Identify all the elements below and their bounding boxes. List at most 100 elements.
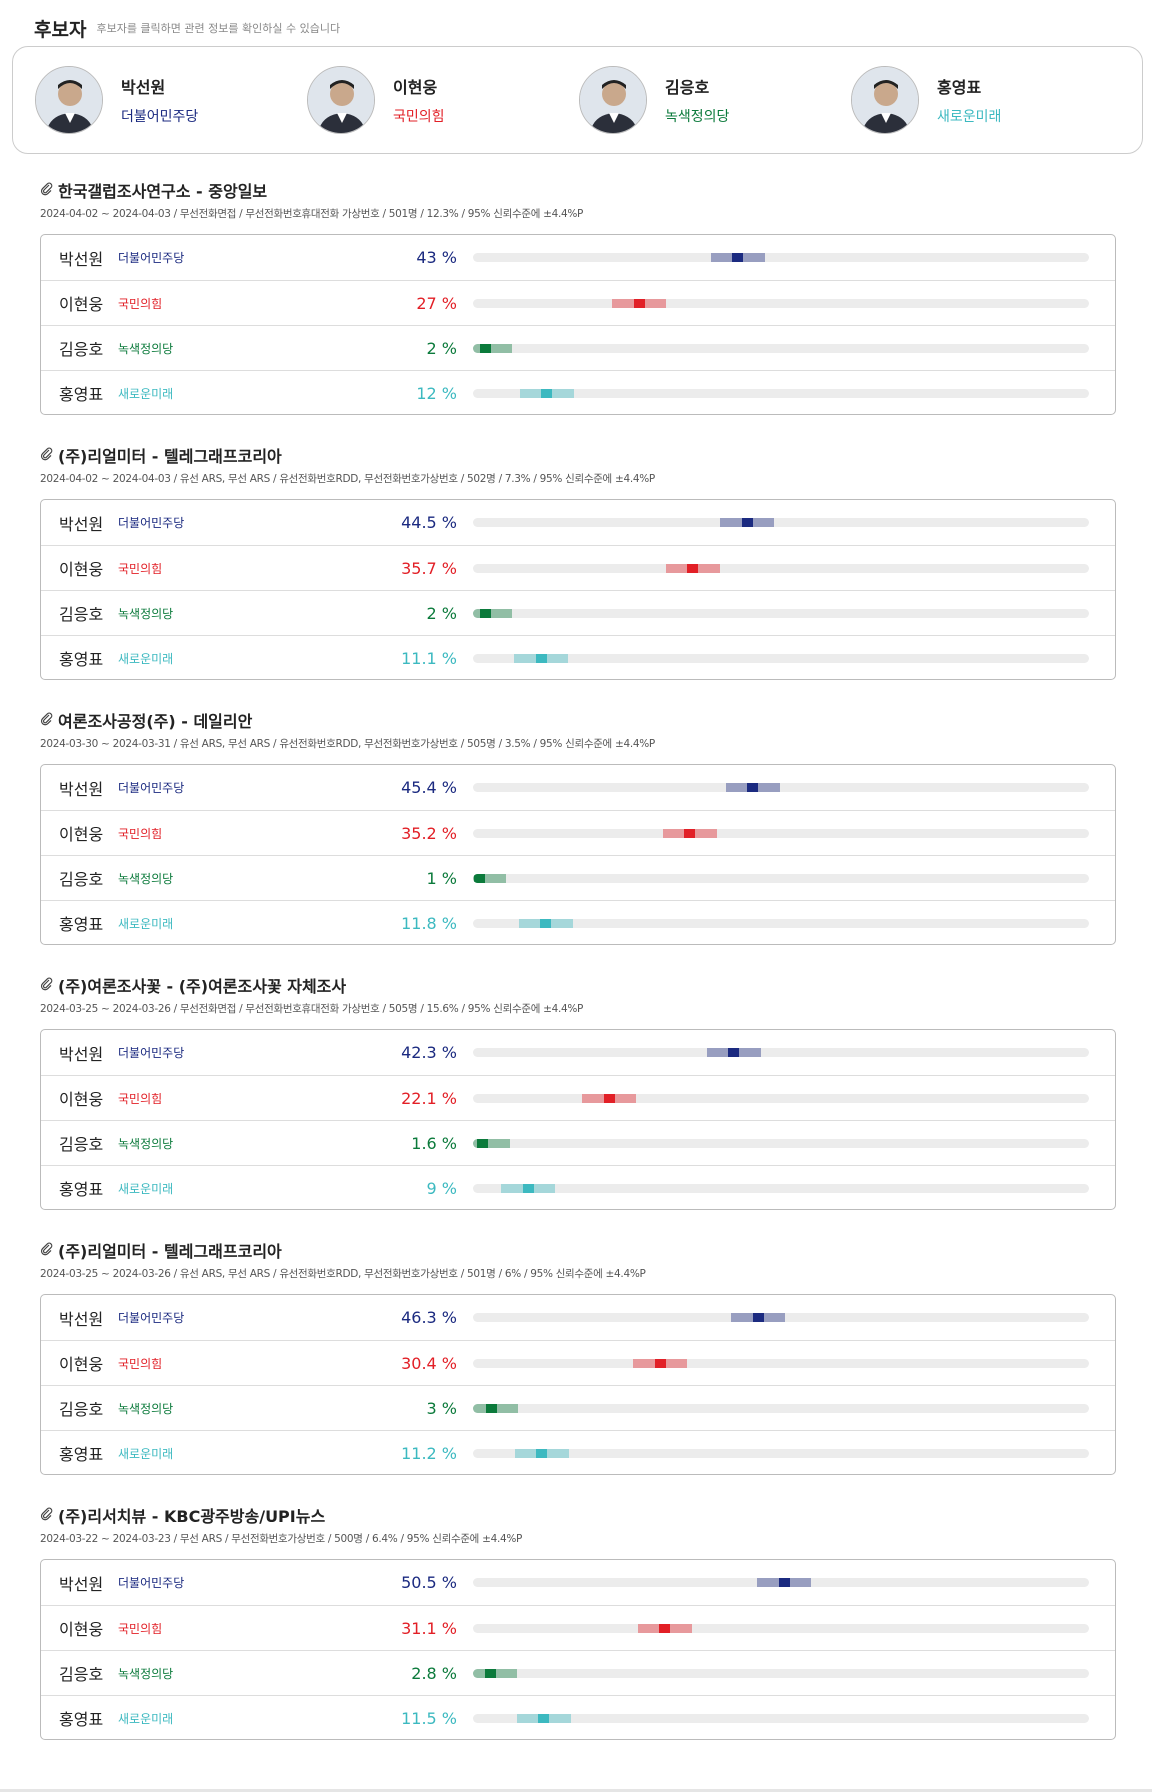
poll-title-row: 한국갤럽조사연구소 - 중앙일보 bbox=[40, 178, 1152, 202]
candidate-name: 이현웅 bbox=[59, 825, 104, 844]
result-track bbox=[473, 919, 1089, 928]
result-value: 44.5 % bbox=[401, 513, 457, 532]
result-bar bbox=[778, 1578, 790, 1587]
candidate-name: 홍영표 bbox=[937, 78, 982, 97]
result-value: 27 % bbox=[416, 293, 457, 313]
poll-title: (주)리얼미터 - 텔레그래프코리아 bbox=[58, 1242, 282, 1261]
footer-line bbox=[0, 1789, 1152, 1792]
candidate-name: 박선원 bbox=[59, 1309, 104, 1329]
result-value: 11.8 % bbox=[401, 913, 457, 933]
result-bar bbox=[522, 1184, 534, 1193]
result-row: 김응호 녹색정의당 1.6 % bbox=[41, 1120, 1115, 1165]
result-band bbox=[473, 1139, 510, 1148]
candidate-name: 홍영표 bbox=[59, 1710, 104, 1729]
result-value: 11.2 % bbox=[401, 1443, 457, 1463]
result-bar bbox=[541, 389, 553, 398]
result-track bbox=[473, 389, 1089, 398]
poll-results: 박선원 더불어민주당 50.5 % 이현웅 국민의힘 31.1 % 김응호 녹색정의당 2.8 … bbox=[40, 1559, 1116, 1740]
poll-title-row: (주)여론조사꽃 - (주)여론조사꽃 자체조사 bbox=[40, 973, 1152, 997]
result-row: 김응호 녹색정의당 2 % bbox=[41, 325, 1115, 370]
poll-section: 여론조사공정(주) - 데일리안 2024-03-30 ~ 2024-03-31 … bbox=[0, 708, 1152, 973]
result-track bbox=[473, 829, 1089, 838]
result-value: 9 % bbox=[426, 1178, 457, 1198]
clip-icon bbox=[40, 976, 54, 995]
candidate-photo bbox=[579, 66, 647, 134]
candidate-party: 새로운미래 bbox=[937, 109, 1002, 125]
result-value: 35.7 % bbox=[401, 558, 457, 578]
result-bar bbox=[484, 1669, 496, 1678]
result-bar bbox=[485, 1404, 497, 1413]
result-value: 3 % bbox=[426, 1398, 457, 1418]
result-bar bbox=[538, 1714, 550, 1723]
result-track bbox=[473, 1313, 1089, 1322]
result-track bbox=[473, 253, 1089, 262]
candidate-party: 녹색정의당 bbox=[665, 109, 730, 125]
candidate-name: 홍영표 bbox=[59, 385, 104, 404]
candidate-party: 녹색정의당 bbox=[118, 1401, 174, 1416]
candidate-name: 이현웅 bbox=[59, 1620, 104, 1639]
candidate-name: 박선원 bbox=[59, 249, 104, 269]
poll-results: 박선원 더불어민주당 46.3 % 이현웅 국민의힘 30.4 % 김응호 녹색정의당 3 % 홍… bbox=[40, 1294, 1116, 1475]
result-bar bbox=[535, 654, 547, 663]
result-row: 홍영표 새로운미래 11.8 % bbox=[41, 900, 1115, 945]
poll-description: 2024-04-02 ~ 2024-04-03 / 무선전화면접 / 무선전화번… bbox=[40, 207, 584, 220]
result-row: 김응호 녹색정의당 2 % bbox=[41, 590, 1115, 635]
candidate-party: 녹색정의당 bbox=[118, 871, 174, 886]
result-bar bbox=[728, 1048, 740, 1057]
clip-icon bbox=[40, 446, 54, 465]
result-track bbox=[473, 1578, 1089, 1587]
poll-description: 2024-04-02 ~ 2024-04-03 / 유선 ARS, 무선 ARS… bbox=[40, 472, 655, 485]
candidate-photo bbox=[35, 66, 103, 134]
poll-results: 박선원 더불어민주당 44.5 % 이현웅 국민의힘 35.7 % 김응호 녹색정의당 2 % 홍… bbox=[40, 499, 1116, 680]
result-row: 이현웅 국민의힘 35.2 % bbox=[41, 810, 1115, 855]
candidate-name: 홍영표 bbox=[59, 1180, 104, 1199]
result-value: 30.4 % bbox=[401, 1353, 457, 1373]
candidate-party: 국민의힘 bbox=[118, 296, 163, 311]
candidate-party: 녹색정의당 bbox=[118, 1136, 174, 1151]
result-band bbox=[473, 874, 507, 883]
poll-title: 여론조사공정(주) - 데일리안 bbox=[58, 712, 253, 731]
result-value: 11.5 % bbox=[401, 1708, 457, 1728]
candidate-party: 녹색정의당 bbox=[118, 606, 174, 621]
candidate-party: 국민의힘 bbox=[118, 826, 163, 841]
result-bar bbox=[732, 253, 744, 262]
candidate-name: 이현웅 bbox=[393, 78, 438, 97]
result-bar bbox=[473, 874, 485, 883]
candidate-party: 국민의힘 bbox=[393, 109, 445, 125]
candidate[interactable]: 박선원 더불어민주당 bbox=[35, 66, 307, 134]
poll-title-row: (주)리얼미터 - 텔레그래프코리아 bbox=[40, 1238, 1152, 1262]
candidate-name: 박선원 bbox=[59, 1044, 104, 1064]
result-value: 2 % bbox=[426, 603, 457, 623]
result-bar bbox=[479, 344, 491, 353]
result-row: 이현웅 국민의힘 27 % bbox=[41, 280, 1115, 325]
result-value: 12 % bbox=[416, 383, 457, 403]
result-value: 43 % bbox=[416, 248, 457, 267]
poll-description: 2024-03-25 ~ 2024-03-26 / 유선 ARS, 무선 ARS… bbox=[40, 1267, 646, 1280]
result-track bbox=[473, 1624, 1089, 1633]
candidate-party: 더불어민주당 bbox=[118, 1576, 185, 1590]
poll-section: (주)리얼미터 - 텔레그래프코리아 2024-04-02 ~ 2024-04-0… bbox=[0, 443, 1152, 708]
result-track bbox=[473, 1669, 1089, 1678]
poll-results: 박선원 더불어민주당 42.3 % 이현웅 국민의힘 22.1 % 김응호 녹색정의당 1.6 … bbox=[40, 1029, 1116, 1210]
candidate-party: 새로운미래 bbox=[118, 651, 174, 666]
header-hint: 후보자를 클릭하면 관련 정보를 확인하실 수 있습니다 bbox=[96, 22, 341, 35]
result-bar bbox=[540, 919, 552, 928]
candidate-name: 김응호 bbox=[59, 1665, 104, 1684]
result-row: 박선원 더불어민주당 44.5 % bbox=[41, 500, 1115, 545]
clip-icon bbox=[40, 1506, 54, 1525]
poll-title: 한국갤럽조사연구소 - 중앙일보 bbox=[58, 182, 268, 201]
candidate-name: 김응호 bbox=[665, 78, 710, 97]
poll-list: 한국갤럽조사연구소 - 중앙일보 2024-04-02 ~ 2024-04-03 … bbox=[0, 178, 1152, 1768]
poll-description: 2024-03-30 ~ 2024-03-31 / 유선 ARS, 무선 ARS… bbox=[40, 737, 655, 750]
result-row: 홍영표 새로운미래 9 % bbox=[41, 1165, 1115, 1210]
result-bar bbox=[654, 1359, 666, 1368]
poll-description: 2024-03-22 ~ 2024-03-23 / 무선 ARS / 무선전화번… bbox=[40, 1532, 523, 1545]
poll-title: (주)여론조사꽃 - (주)여론조사꽃 자체조사 bbox=[58, 977, 347, 996]
candidate-party: 더불어민주당 bbox=[121, 109, 199, 125]
